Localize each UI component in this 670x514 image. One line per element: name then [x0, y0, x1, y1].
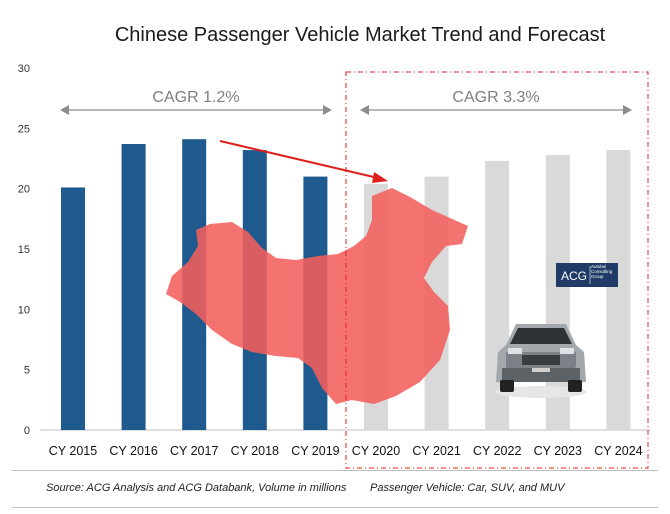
cagr-forecast-label: CAGR 3.3% [452, 89, 539, 106]
x-tick-label: CY 2021 [412, 444, 460, 458]
y-tick-label: 5 [24, 365, 30, 377]
cagr-forecast-arrow [360, 105, 632, 115]
cagr-historical-label: CAGR 1.2% [152, 89, 239, 106]
trend-arrow [219, 140, 388, 183]
source-note: Source: ACG Analysis and ACG Databank, V… [46, 482, 347, 494]
vehicle-note: Passenger Vehicle: Car, SUV, and MUV [370, 482, 565, 494]
forecast-dashed-box [345, 71, 649, 469]
chart-canvas: 0 5 10 15 20 25 30 CY 2015 CY 2016 CY 2017 CY 201… [18, 63, 650, 469]
suv-car-image [495, 324, 587, 398]
x-tick-label: CY 2018 [231, 444, 279, 458]
y-tick-label: 25 [18, 123, 30, 135]
y-tick-label: 20 [18, 184, 30, 196]
cagr-historical-arrow [60, 105, 332, 115]
x-tick-label: CY 2015 [49, 444, 97, 458]
acg-logo: ACG Autobei Consulting Group [556, 263, 618, 287]
acg-logo-abbr: ACG [561, 269, 587, 283]
x-tick-label: CY 2022 [473, 444, 521, 458]
footer-rule-top [12, 470, 658, 471]
x-tick-label: CY 2017 [170, 444, 218, 458]
bar-cy-2024 [606, 150, 631, 430]
acg-logo-name: Autobei Consulting Group [591, 264, 613, 279]
x-tick-label: CY 2023 [534, 444, 582, 458]
y-tick-label: 30 [18, 63, 30, 75]
x-tick-label: CY 2024 [594, 444, 642, 458]
x-tick-label: CY 2016 [109, 444, 157, 458]
x-tick-label: CY 2020 [352, 444, 400, 458]
footer-rule-bottom [12, 507, 658, 508]
bar-cy-2015 [61, 187, 85, 430]
y-tick-labels: 0 5 10 15 20 25 30 [18, 63, 30, 437]
china-map-shape [166, 188, 468, 404]
x-tick-label: CY 2019 [291, 444, 339, 458]
chart-title: Chinese Passenger Vehicle Market Trend a… [114, 24, 606, 46]
y-tick-label: 15 [18, 244, 30, 256]
bar-cy-2016 [121, 144, 146, 430]
y-tick-label: 0 [24, 425, 30, 437]
y-tick-label: 10 [18, 304, 30, 316]
bar-cy-2023 [545, 154, 570, 430]
